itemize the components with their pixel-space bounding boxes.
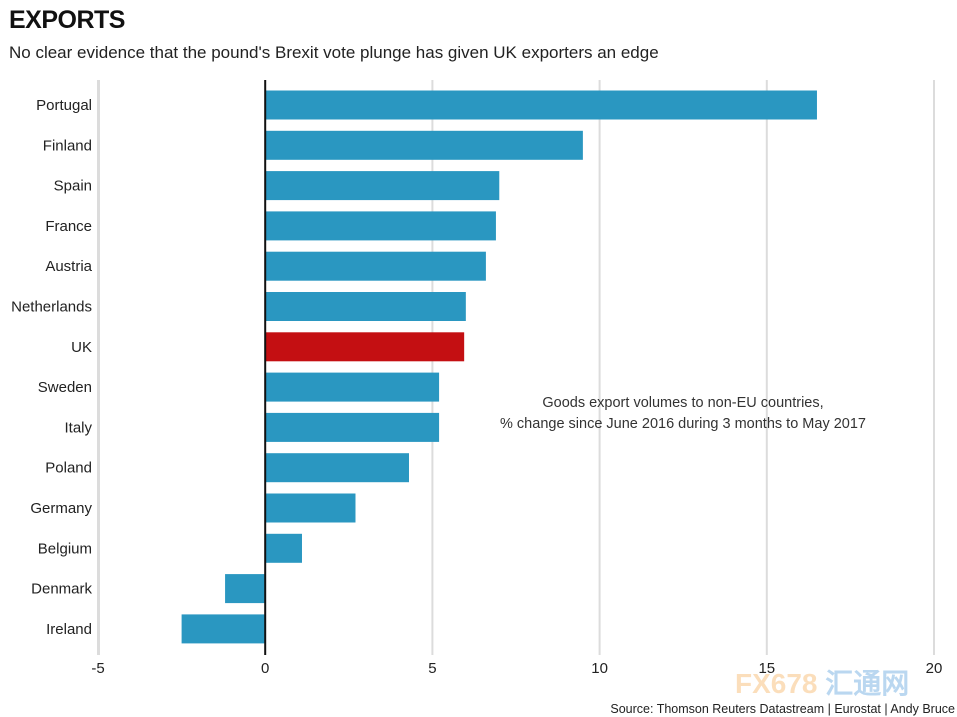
chart-title: EXPORTS: [9, 6, 125, 34]
bar-france: [265, 211, 496, 241]
chart-subtitle: No clear evidence that the pound's Brexi…: [9, 43, 659, 62]
bar-ireland: [181, 614, 266, 644]
watermark-text-a: FX678: [735, 668, 818, 699]
category-label: Portugal: [36, 97, 92, 114]
bar-belgium: [265, 533, 302, 563]
category-label: Austria: [45, 258, 92, 275]
bar-austria: [265, 251, 486, 281]
category-label: Sweden: [38, 379, 92, 396]
bars: [181, 90, 817, 644]
category-label: Germany: [30, 500, 92, 517]
category-label: Finland: [43, 137, 92, 154]
category-label: France: [45, 218, 92, 235]
gridlines: [97, 80, 935, 655]
category-label: Italy: [64, 419, 92, 436]
bar-poland: [265, 453, 409, 483]
watermark: FX678 汇通网: [735, 662, 909, 702]
x-tick-labels: -5 0 5 10 15 20: [91, 660, 942, 677]
bar-uk: [265, 332, 465, 362]
category-label: Poland: [45, 460, 92, 477]
category-label: Netherlands: [11, 299, 92, 316]
bar-spain: [265, 171, 500, 201]
bar-finland: [265, 130, 583, 160]
source-note: Source: Thomson Reuters Datastream | Eur…: [610, 702, 955, 716]
bar-portugal: [265, 90, 817, 120]
bar-italy: [265, 412, 440, 442]
x-tick-label: 5: [428, 660, 436, 677]
annotation-line-1: Goods export volumes to non-EU countries…: [542, 395, 823, 411]
category-label: UK: [71, 339, 92, 356]
x-tick-label: 10: [591, 660, 608, 677]
x-tick-label: 20: [926, 660, 943, 677]
category-labels: Portugal Finland Spain France Austria Netherl…: [11, 97, 93, 638]
category-label: Belgium: [38, 540, 92, 557]
bar-sweden: [265, 372, 440, 402]
watermark-text-b: 汇通网: [825, 668, 910, 699]
annotation-line-2: % change since June 2016 during 3 months…: [500, 416, 866, 432]
x-tick-label: -5: [91, 660, 104, 677]
category-label: Ireland: [46, 621, 92, 638]
x-tick-label: 15: [758, 660, 775, 677]
category-label: Spain: [54, 178, 92, 195]
x-tick-label: 0: [261, 660, 269, 677]
category-label: Denmark: [31, 581, 92, 598]
bar-denmark: [225, 574, 266, 604]
bar-germany: [265, 493, 356, 523]
bar-netherlands: [265, 292, 466, 321]
